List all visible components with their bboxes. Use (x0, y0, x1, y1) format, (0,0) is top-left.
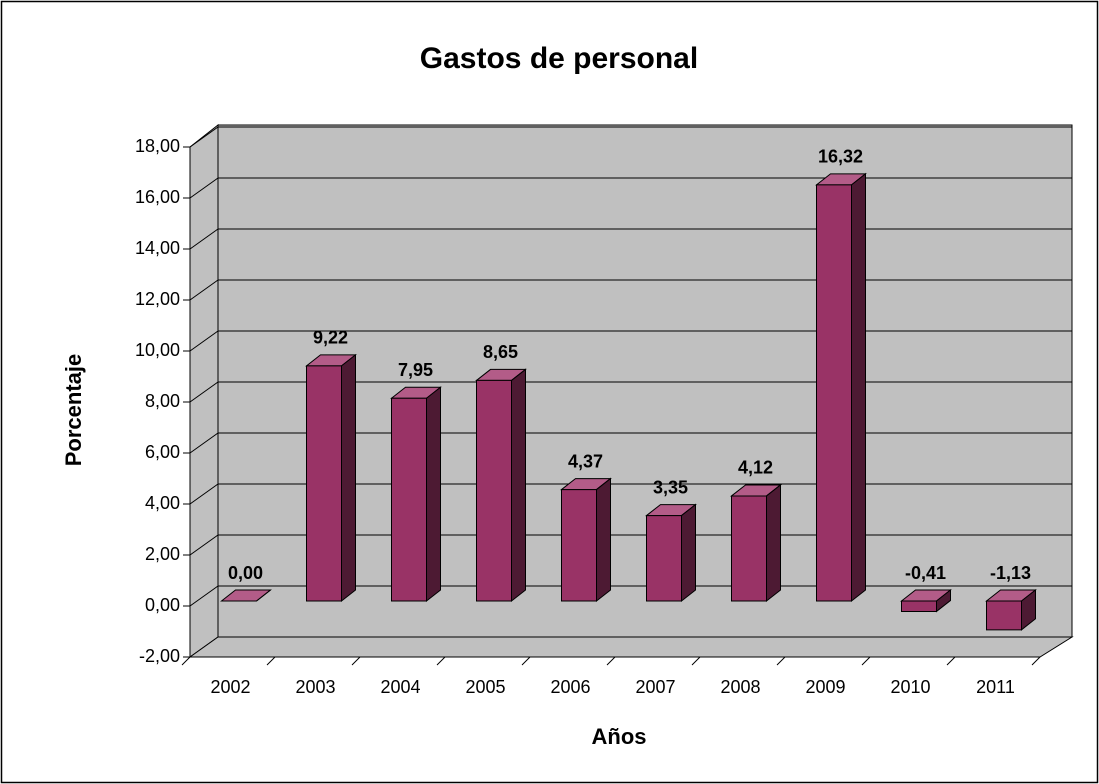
grid-line (189, 381, 219, 403)
bar-side (681, 503, 696, 603)
grid-line (189, 483, 219, 505)
bar-front (306, 365, 342, 602)
data-label: 8,65 (483, 342, 518, 362)
x-tick (181, 656, 191, 666)
bar-side (426, 386, 441, 603)
bar (645, 503, 697, 603)
chart-title: Gastos de personal (420, 42, 698, 75)
x-tick-label: 2007 (635, 677, 675, 697)
bar-side (596, 477, 611, 603)
data-label: 16,32 (818, 147, 863, 167)
bar (475, 368, 527, 603)
x-tick (861, 656, 871, 666)
bar (390, 386, 442, 603)
y-tick-label: 14,00 (135, 238, 180, 258)
bar-front (986, 600, 1022, 631)
bar-front (561, 489, 597, 602)
bar (220, 589, 272, 602)
data-label: 7,95 (398, 360, 433, 380)
x-tick-label: 2010 (890, 677, 930, 697)
data-label: 9,22 (313, 328, 348, 348)
bar-front (476, 379, 512, 602)
grid-line (189, 534, 219, 556)
data-label: 3,35 (653, 477, 688, 497)
grid-line (189, 432, 219, 454)
bar-front (391, 397, 427, 602)
grid-line (189, 177, 219, 199)
bar-front (646, 515, 682, 602)
x-tick (1031, 656, 1041, 666)
data-label: -1,13 (990, 563, 1031, 583)
data-label: 4,37 (568, 451, 603, 471)
y-tick-label: 10,00 (135, 340, 180, 360)
x-tick-label: 2011 (976, 677, 1015, 697)
y-tick-label: 12,00 (135, 289, 180, 309)
y-axis-label: Porcentaje (61, 354, 86, 467)
back-wall (217, 124, 1073, 638)
bar-side (851, 172, 866, 603)
y-tick-label: 2,00 (145, 544, 180, 564)
side-wall (189, 123, 219, 658)
y-tick-label: 0,00 (145, 595, 180, 615)
bar (560, 477, 612, 603)
grid-line (189, 585, 219, 607)
bar-side (256, 589, 271, 602)
x-tick-label: 2008 (720, 677, 760, 697)
x-tick-label: 2004 (380, 677, 420, 697)
x-tick (946, 656, 956, 666)
data-label: 4,12 (738, 458, 773, 478)
grid-line (189, 228, 219, 250)
y-tick-label: 16,00 (135, 187, 180, 207)
bar-front (816, 184, 852, 602)
grid-line (189, 279, 219, 301)
bar-side (766, 483, 781, 603)
x-tick-label: 2006 (550, 677, 590, 697)
y-tick-label: 18,00 (135, 136, 180, 156)
x-tick (776, 656, 786, 666)
y-tick-label: -2,00 (139, 646, 180, 666)
bar (985, 588, 1037, 631)
x-tick-label: 2005 (465, 677, 505, 697)
x-tick-label: 2002 (210, 677, 250, 697)
bar-front (731, 495, 767, 602)
data-label: -0,41 (905, 563, 946, 583)
x-axis-label: Años (592, 724, 647, 749)
x-tick (521, 656, 531, 666)
x-tick (606, 656, 616, 666)
y-tick-label: 6,00 (145, 442, 180, 462)
y-tick-label: 4,00 (145, 493, 180, 513)
y-tick-label: 8,00 (145, 391, 180, 411)
bar (815, 172, 867, 603)
bar-front (901, 600, 937, 612)
x-tick-label: 2009 (805, 677, 845, 697)
x-tick (351, 656, 361, 666)
bar (900, 588, 952, 613)
bar-side (341, 353, 356, 603)
data-label: 0,00 (228, 563, 263, 583)
grid-line (189, 330, 219, 352)
bar (730, 483, 782, 603)
x-tick (436, 656, 446, 666)
bar (305, 353, 357, 603)
x-tick (266, 656, 276, 666)
x-tick (691, 656, 701, 666)
bar-side (511, 368, 526, 603)
x-tick-label: 2003 (295, 677, 335, 697)
grid-line (189, 126, 219, 148)
floor (188, 636, 1074, 658)
